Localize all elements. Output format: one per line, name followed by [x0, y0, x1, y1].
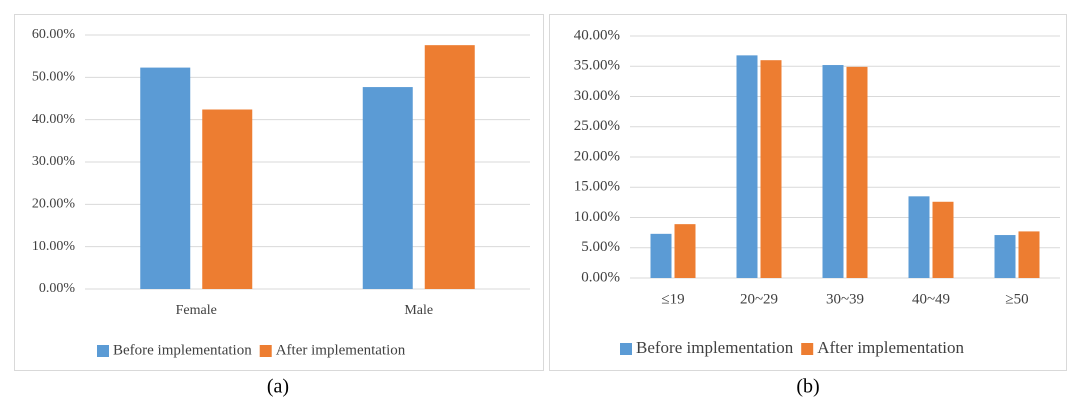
y-tick-label: 10.00%	[32, 239, 76, 254]
y-tick-label: 30.00%	[32, 154, 76, 169]
y-tick-label: 35.00%	[574, 58, 620, 74]
y-tick-label: 10.00%	[574, 209, 620, 225]
caption: (a)	[267, 376, 289, 398]
bar	[846, 66, 868, 278]
bar	[362, 87, 413, 289]
bar	[822, 65, 844, 278]
x-tick-label: ≥50	[1005, 291, 1028, 307]
y-tick-label: 5.00%	[581, 239, 620, 255]
legend-label: Before implementation	[636, 338, 794, 357]
y-tick-label: 20.00%	[574, 148, 620, 164]
y-tick-label: 40.00%	[32, 112, 76, 127]
bar	[736, 55, 758, 278]
y-tick-label: 15.00%	[574, 179, 620, 195]
y-tick-label: 25.00%	[574, 118, 620, 134]
legend-label: After implementation	[276, 342, 406, 358]
legend-swatch	[97, 345, 109, 357]
bar	[1018, 231, 1040, 278]
legend-swatch	[259, 345, 272, 357]
bar	[650, 233, 672, 278]
x-tick-label: 40~49	[912, 291, 950, 307]
bar	[202, 109, 253, 289]
x-tick-label: 20~29	[740, 291, 778, 307]
bar	[932, 201, 954, 278]
caption: (b)	[796, 376, 819, 398]
x-tick-label: Male	[404, 303, 433, 318]
legend-label: After implementation	[817, 338, 964, 357]
bar	[424, 45, 475, 289]
bar	[994, 235, 1016, 278]
bar	[140, 67, 191, 289]
chart-frame	[14, 14, 544, 371]
y-tick-label: 60.00%	[32, 27, 76, 42]
legend-swatch	[801, 343, 814, 355]
legend-swatch	[620, 343, 632, 355]
x-tick-label: 30~39	[826, 291, 864, 307]
bar	[674, 224, 696, 278]
x-tick-label: Female	[176, 303, 217, 318]
y-tick-label: 20.00%	[32, 197, 76, 212]
bar	[760, 60, 782, 279]
y-tick-label: 30.00%	[574, 88, 620, 104]
bar	[908, 196, 930, 278]
y-tick-label: 0.00%	[581, 269, 620, 285]
legend-label: Before implementation	[113, 342, 252, 358]
chart-frame	[549, 14, 1067, 371]
y-tick-label: 0.00%	[39, 281, 76, 296]
x-tick-label: ≤19	[661, 291, 684, 307]
y-tick-label: 40.00%	[574, 27, 620, 43]
y-tick-label: 50.00%	[32, 70, 76, 85]
